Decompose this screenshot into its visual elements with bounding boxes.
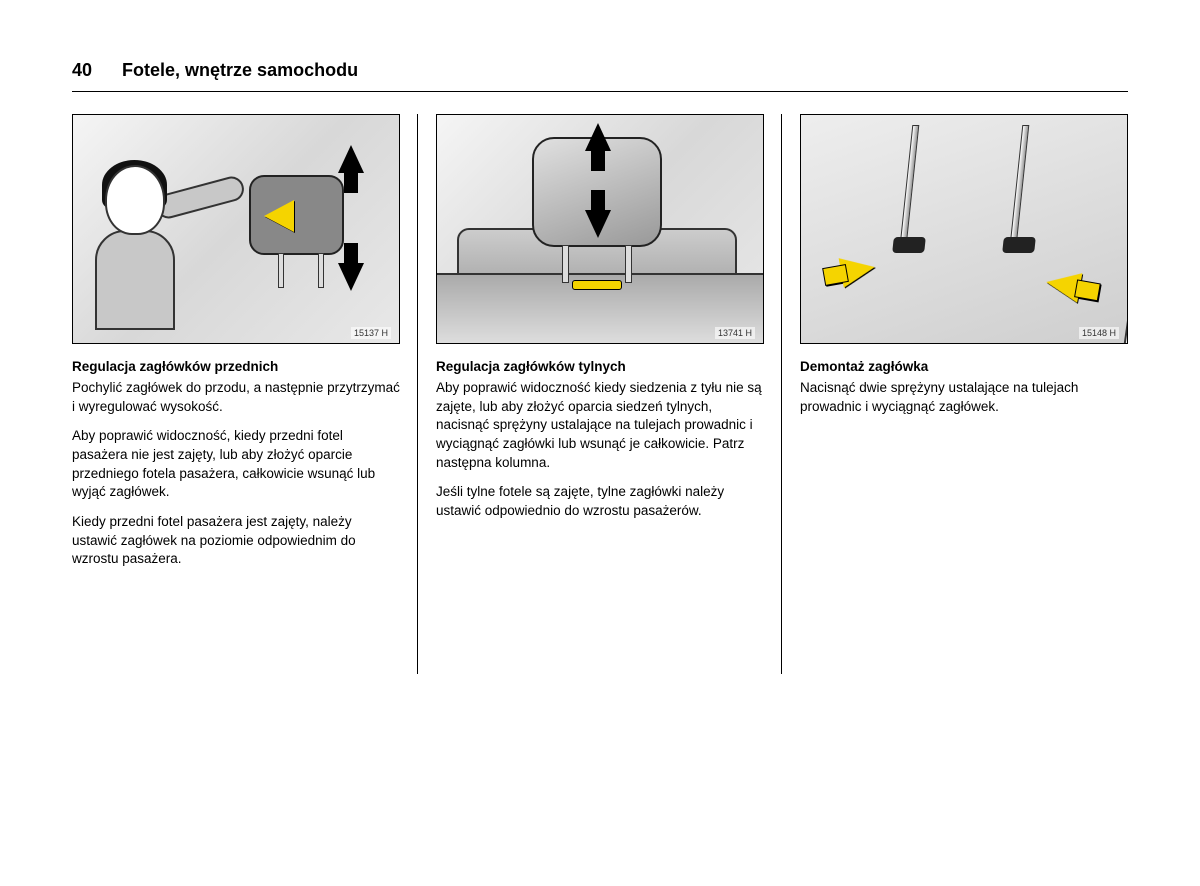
headrest-post [562,245,569,283]
section-heading: Regulacja zagłówków tylnych [436,358,764,376]
content-columns: 15137 H Regulacja zagłówków przednich Po… [72,114,1128,580]
section-heading: Regulacja zagłówków przednich [72,358,400,376]
person-figure [85,155,205,335]
page-number: 40 [72,60,92,81]
headrest-post [278,253,284,288]
illustration-code: 15148 H [1079,327,1119,339]
illustration-rear-headrest: 13741 H [436,114,764,344]
section-heading: Demontaż zagłówka [800,358,1128,376]
arrow-up-icon [585,123,611,151]
arrow-down-icon [585,210,611,238]
body-paragraph: Aby poprawić widoczność, kiedy przedni f… [72,427,400,502]
body-paragraph: Aby poprawić widoczność kiedy siedzenia … [436,379,764,472]
column-3: 15148 H Demontaż zagłówka Nacisnąć dwie … [782,114,1128,580]
illustration-remove-headrest: 15148 H [800,114,1128,344]
arrow-press-icon [839,252,878,287]
illustration-front-headrest: 15137 H [72,114,400,344]
arrow-forward-icon [264,200,294,232]
illustration-code: 15137 H [351,327,391,339]
body-paragraph: Kiedy przedni fotel pasażera jest zajęty… [72,513,400,569]
guide-sleeve [572,280,622,290]
chapter-title: Fotele, wnętrze samochodu [122,60,358,81]
column-2: 13741 H Regulacja zagłówków tylnych Aby … [418,114,782,580]
illustration-code: 13741 H [715,327,755,339]
arrow-up-icon [338,145,364,173]
guide-sleeve [892,237,926,253]
headrest-post [318,253,324,288]
column-1: 15137 H Regulacja zagłówków przednich Po… [72,114,418,580]
body-paragraph: Pochylić zagłówek do przodu, a następnie… [72,379,400,416]
arrow-press-icon [1044,267,1083,302]
seat-back-shape [800,114,1128,344]
page-header: 40 Fotele, wnętrze samochodu [72,60,1128,92]
body-paragraph: Jeśli tylne fotele są zajęte, tylne zagł… [436,483,764,520]
headrest-post [625,245,632,283]
guide-sleeve [1002,237,1036,253]
arrow-down-icon [338,263,364,291]
body-paragraph: Nacisnąć dwie sprężyny ustalające na tul… [800,379,1128,416]
